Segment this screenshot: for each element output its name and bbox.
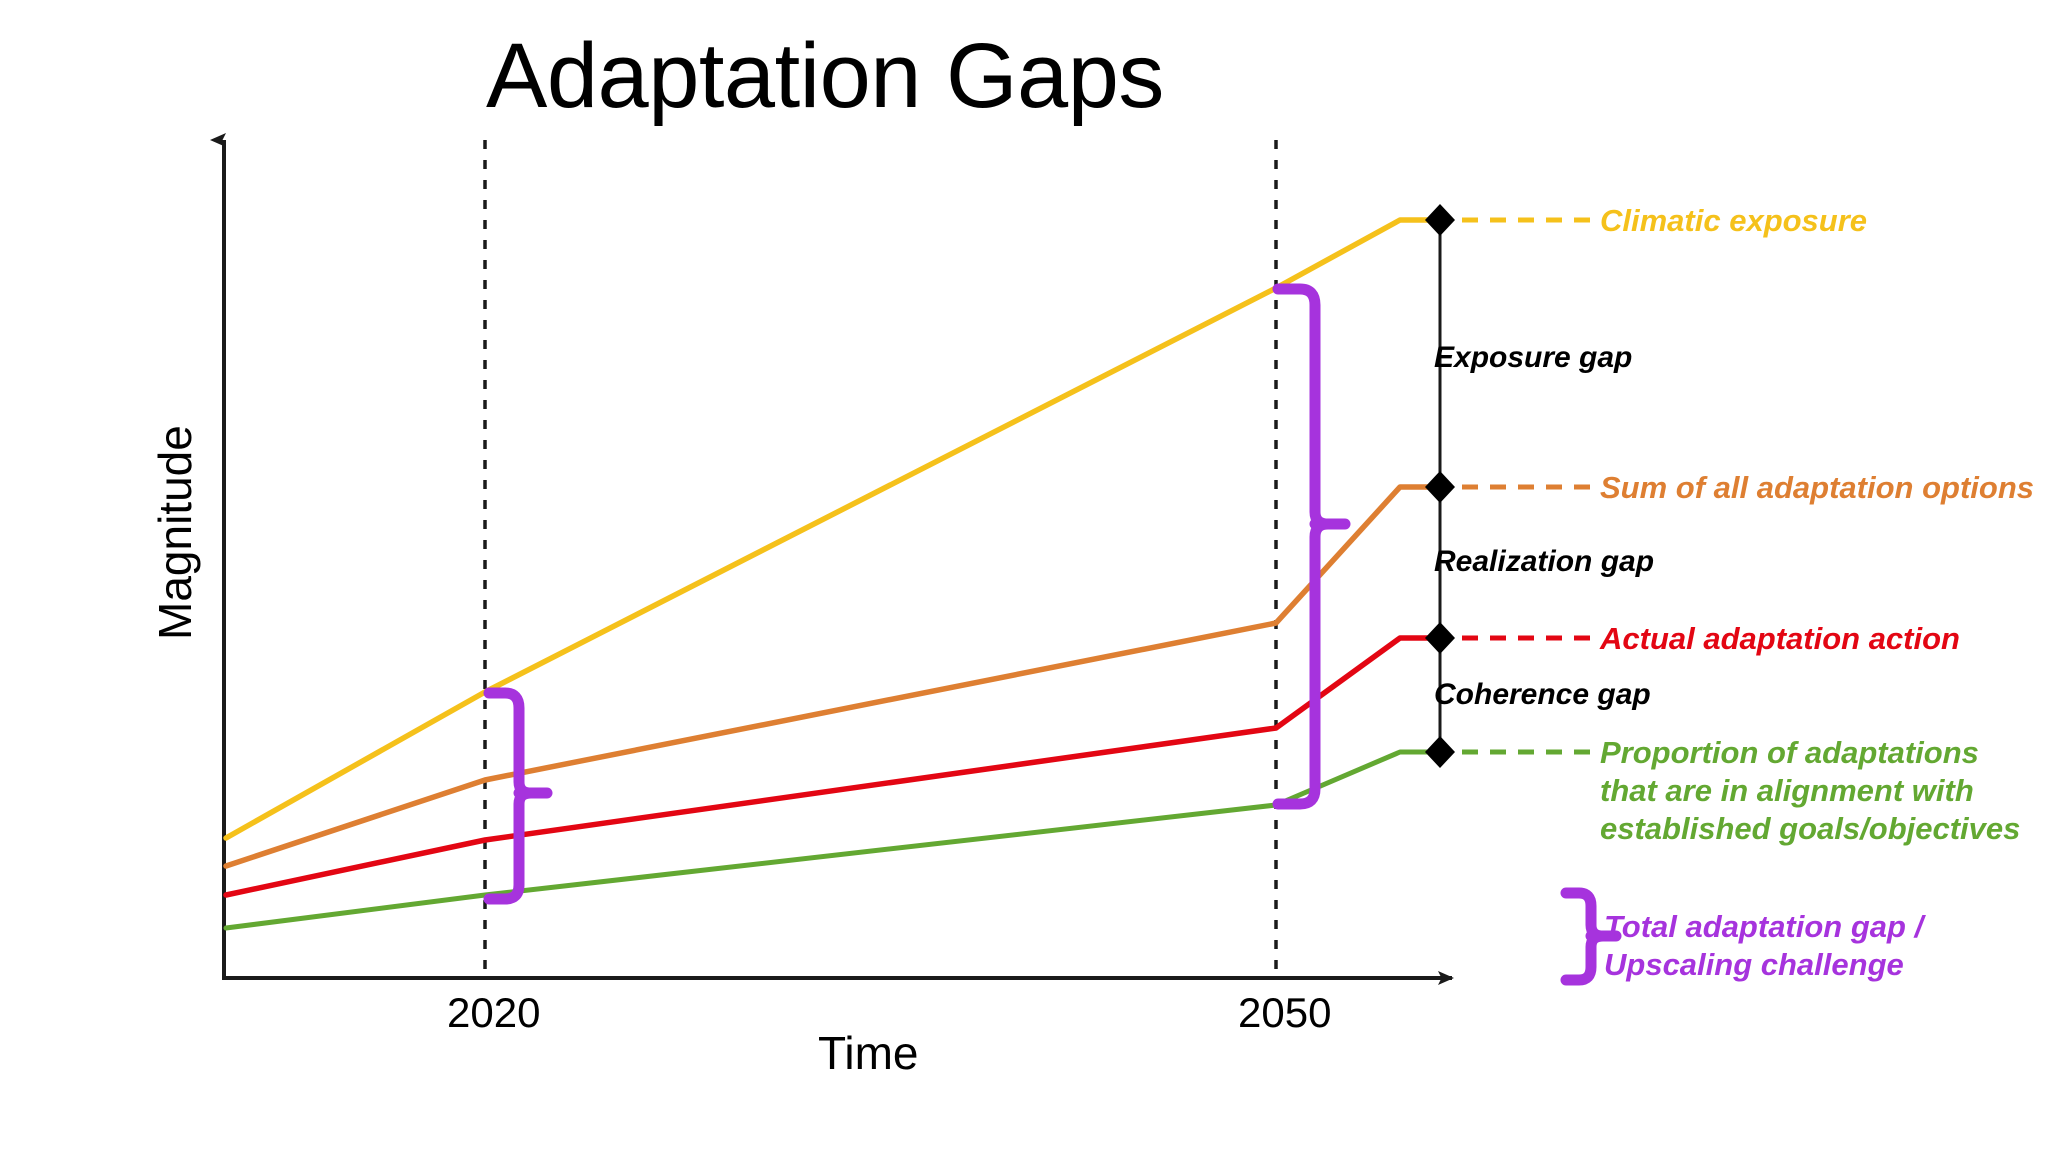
diamond-marker-sum-options — [1425, 471, 1455, 503]
y-axis-label: Magnitude — [149, 425, 201, 640]
x-tick-label-2020: 2020 — [447, 989, 541, 1036]
total-gap-brace-2020 — [483, 687, 553, 905]
total-gap-brace-2050 — [1272, 283, 1351, 810]
series-label-actual-action: Actual adaptation action — [1600, 621, 1960, 656]
brace-label-total-gap-line2: Upscaling challenge — [1604, 947, 1904, 982]
legend-brace-total-gap — [1560, 887, 1622, 986]
x-tick-label-2050: 2050 — [1238, 989, 1332, 1036]
x-axis-label: Time — [818, 1027, 919, 1079]
diamond-marker-proportion-aligned — [1425, 736, 1455, 768]
brace-label-total-gap-line1: Total adaptation gap / — [1604, 909, 1924, 944]
series-label-proportion-aligned-line3: established goals/objectives — [1600, 811, 2021, 846]
gap-label-realization: Realization gap — [1434, 545, 1655, 578]
series-markers — [1425, 204, 1455, 768]
series-line-actual-action — [223, 635, 1443, 898]
series-label-proportion-aligned-line2: that are in alignment with — [1600, 773, 1974, 808]
series-label-sum-options: Sum of all adaptation options — [1600, 470, 2034, 505]
series-line-climatic-exposure — [223, 217, 1443, 841]
series-label-proportion-aligned-line1: Proportion of adaptations — [1600, 735, 1979, 770]
axis-group — [210, 133, 1454, 985]
series-line-sum-options — [223, 484, 1443, 869]
leader-lines — [1462, 217, 1592, 755]
gap-label-exposure: Exposure gap — [1434, 341, 1633, 374]
gap-label-coherence: Coherence gap — [1434, 678, 1651, 711]
series-lines — [223, 217, 1443, 931]
diamond-marker-actual-action — [1425, 622, 1455, 654]
page-title: Adaptation Gaps — [486, 25, 1164, 127]
diamond-marker-climatic-exposure — [1425, 204, 1455, 236]
series-line-proportion-aligned — [223, 749, 1443, 931]
series-label-climatic-exposure: Climatic exposure — [1600, 203, 1868, 238]
